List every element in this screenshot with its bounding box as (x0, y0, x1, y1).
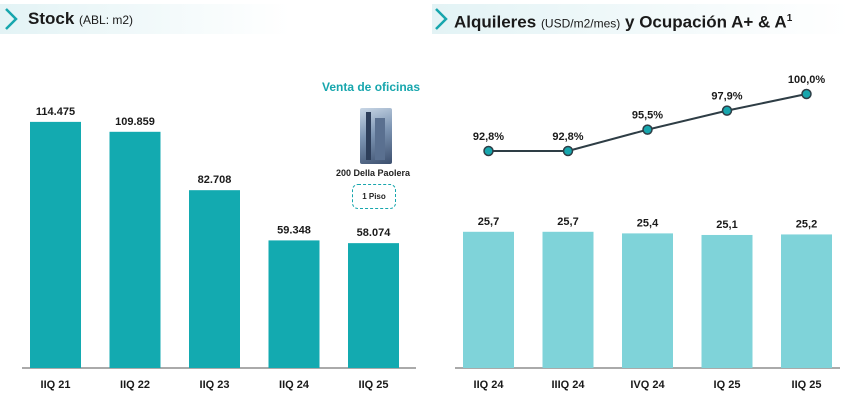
stock-title-main: Stock (28, 9, 75, 28)
stock-title: Stock (ABL: m2) (0, 4, 290, 34)
rent-bar (542, 231, 594, 368)
rent-category-label: IIIQ 24 (551, 379, 585, 391)
rent-value-label: 25,2 (796, 218, 817, 230)
rent-value-label: 25,7 (478, 216, 499, 228)
stock-category-label: IIQ 24 (279, 379, 310, 391)
stock-category-label: IIQ 23 (200, 379, 230, 391)
rent-category-label: IQ 25 (714, 379, 741, 391)
rent-value-label: 25,7 (557, 216, 578, 228)
occupancy-value-label: 95,5% (632, 110, 663, 122)
rent-category-label: IIQ 24 (474, 379, 505, 391)
stock-value-label: 82.708 (198, 174, 232, 186)
stock-value-label: 58.074 (357, 227, 392, 239)
rent-bar (701, 234, 753, 368)
footnote-marker: 1 (786, 13, 793, 24)
rent-category-label: IVQ 24 (630, 379, 665, 391)
rent-value-label: 25,1 (716, 219, 737, 231)
floor-badge: 1 Piso (352, 184, 396, 209)
occupancy-point (562, 145, 574, 157)
chevron-right-icon (435, 8, 448, 30)
rent-title-occupancy: y Ocupación A+ & A (625, 12, 787, 32)
floor-badge-label: 1 Piso (362, 192, 386, 201)
rent-value-label: 25,4 (637, 217, 659, 229)
occupancy-point (642, 124, 653, 135)
occupancy-value-label: 100,0% (788, 74, 826, 86)
occupancy-point (721, 105, 733, 116)
stock-category-label: IIQ 21 (41, 379, 71, 391)
rent-bar (622, 233, 673, 368)
building-image (360, 108, 392, 164)
stock-title-unit: (ABL: m2) (79, 13, 134, 27)
stock-category-label: IIQ 25 (359, 379, 389, 391)
occupancy-line (488, 93, 807, 152)
rent-title-unit: (USD/m2/mes) (540, 16, 621, 31)
rent-title: Alquileres (USD/m2/mes) y Ocupación A+ &… (432, 4, 850, 34)
stock-category-label: IIQ 22 (120, 379, 150, 391)
occupancy-value-label: 97,9% (711, 91, 742, 103)
stock-value-label: 114.475 (36, 106, 75, 118)
stock-bar (109, 131, 161, 368)
occupancy-value-label: 92,8% (473, 131, 504, 143)
stock-bar (189, 190, 240, 368)
office-sale-title: Venta de oficinas (322, 80, 421, 94)
stock-bar (30, 121, 81, 368)
occupancy-point (483, 145, 494, 157)
rent-bar (781, 234, 832, 368)
stock-bar (268, 240, 320, 368)
chevron-right-icon (5, 8, 18, 30)
occupancy-point (801, 88, 812, 100)
building-caption: 200 Della Paolera (336, 168, 411, 178)
stock-value-label: 109.859 (115, 116, 155, 128)
rent-category-label: IIQ 25 (792, 379, 822, 391)
rent-title-main: Alquileres (454, 12, 537, 32)
rent-bar (463, 231, 514, 368)
stock-bar (348, 243, 399, 368)
stock-value-label: 59.348 (277, 224, 311, 236)
occupancy-value-label: 92,8% (552, 131, 583, 143)
